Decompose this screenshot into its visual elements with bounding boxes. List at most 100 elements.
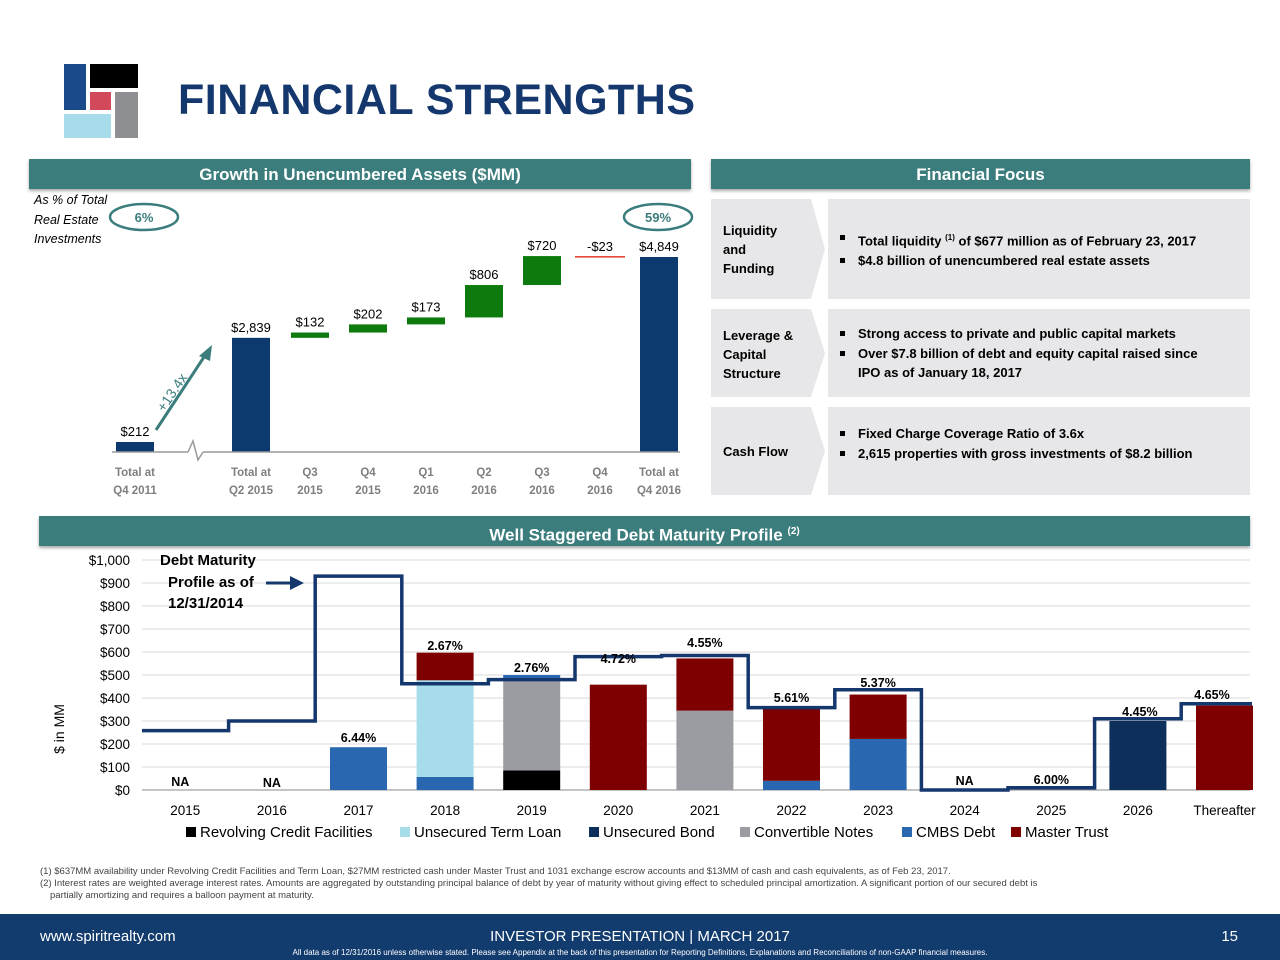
focus-bullet: Fixed Charge Coverage Ratio of 3.6x [840,424,1192,444]
focus-bullet-text-cont: of $677 million as of February 23, 2017 [954,233,1197,249]
waterfall-value-label: $720 [528,238,557,253]
waterfall-category-label: Q3 [534,467,549,479]
focus-label-leverage-line-1: Leverage & [723,328,794,343]
x-tick-label: 2024 [950,803,981,818]
annotation-line-1: Debt Maturity [160,552,256,569]
focus-label-leverage-line-3: Structure [723,366,781,381]
rate-label: 6.44% [341,731,376,745]
waterfall-bar [349,324,387,333]
legend-swatch [1011,827,1021,837]
stacked-bar-segment [1196,705,1253,790]
x-tick-label: 2023 [863,803,893,818]
waterfall-category-label: 2016 [413,485,439,497]
x-tick-label: 2020 [603,803,633,818]
focus-arrow-cashflow [811,407,825,495]
rate-label: 2.67% [427,639,462,653]
waterfall-bar-negative [575,256,625,258]
stacked-bar-segment [676,658,734,711]
waterfall-value-label: $212 [121,424,150,439]
y-tick-label: $0 [115,783,130,798]
rate-label: 4.72% [601,652,636,666]
growth-waterfall-chart: $212 $2,839 $132 $202 $173 $806 $720 -$23 $4,849… [33,193,694,497]
legend-swatch [902,827,912,837]
legend-label: Revolving Credit Facilities [200,824,373,841]
footer-website-link[interactable]: www.spiritrealty.com [40,928,176,945]
focus-arrow-liquidity [811,199,825,299]
focus-label-cashflow: Cash Flow [711,407,811,495]
page-title: FINANCIAL STRENGTHS [178,76,696,124]
legend-label: Convertible Notes [754,824,873,841]
focus-label-leverage-line-2: Capital [723,347,767,362]
financial-focus-header: Financial Focus [711,159,1250,189]
waterfall-bar [116,442,154,452]
rate-label: 6.00% [1034,773,1069,787]
waterfall-category-label: Q4 2011 [113,485,157,497]
x-tick-label: 2026 [1123,803,1153,818]
stacked-bar-segment [416,680,474,777]
x-tick-label: 2019 [517,803,547,818]
pct-end-value: 59% [645,210,671,225]
rate-label: 4.55% [687,636,722,650]
growth-multiple-arrow [154,353,208,431]
x-tick-label: 2025 [1036,803,1066,818]
rate-label: 4.45% [1122,705,1157,719]
rate-label: 5.37% [860,676,895,690]
rate-label: NA [263,776,281,790]
pct-end-badge [622,202,694,232]
stacked-bar-segment [849,738,907,790]
x-tick-label: 2016 [257,803,287,818]
stacked-bar-segment [330,747,387,790]
annotation-line-2: Profile as of [168,574,255,591]
focus-body-leverage: Strong access to private and public capi… [828,309,1250,397]
legend-swatch [400,827,410,837]
focus-bullet: $4.8 billion of unencumbered real estate… [840,251,1196,271]
legend-label: Unsecured Term Loan [414,824,561,841]
x-tick-label: 2015 [170,803,200,818]
debt-maturity-header-footnote: (2) [787,526,800,537]
stacked-bar-segment [503,675,561,678]
waterfall-value-label: $2,839 [231,320,271,335]
axis-break-marker [187,438,204,462]
rate-label: 5.61% [774,691,809,705]
waterfall-category-label: Q3 [302,467,317,479]
waterfall-category-label: Q4 [592,467,608,479]
waterfall-category-label: 2015 [297,485,323,497]
waterfall-value-label: $132 [296,315,325,330]
focus-label-liquidity-line-3: Funding [723,261,775,276]
y-tick-label: $200 [100,737,130,752]
debt-maturity-header-title: Well Staggered Debt Maturity Profile [489,525,783,545]
legend-swatch [740,827,750,837]
focus-bullet-continued: IPO as of January 18, 2017 [858,365,1023,380]
footer-disclaimer: All data as of 12/31/2016 unless otherwi… [292,948,988,957]
y-tick-label: $800 [100,599,130,614]
waterfall-bar [232,337,270,452]
growth-section-header: Growth in Unencumbered Assets ($MM) [29,159,691,189]
focus-label-leverage: Leverage & Capital Structure [711,309,811,397]
focus-bullet: Total liquidity (1) of $677 million as o… [840,228,1196,251]
focus-body-cashflow: Fixed Charge Coverage Ratio of 3.6x 2,61… [828,407,1250,495]
focus-label-cashflow-line-1: Cash Flow [723,444,789,459]
waterfall-category-label: Q2 2015 [229,485,274,497]
y-tick-label: $100 [100,760,130,775]
rate-label: NA [956,774,974,788]
annotation-arrowhead [290,576,304,590]
growth-multiple-arrowhead [199,345,212,361]
focus-body-liquidity: Total liquidity (1) of $677 million as o… [828,199,1250,299]
stacked-bar-segment [589,684,647,790]
waterfall-bar [407,317,445,325]
y-axis-label: $ in MM [51,704,67,754]
pct-label-line-2: Real Estate [34,213,99,227]
x-tick-label: 2021 [690,803,720,818]
waterfall-category-label: Q4 2016 [637,485,681,497]
rate-label: 4.65% [1194,688,1229,702]
focus-bullet-footnote: (1) [945,233,955,242]
pct-label-line-3: Investments [34,232,101,246]
stacked-bar-segment [676,710,734,790]
stacked-bar-segment [763,707,820,781]
waterfall-category-label: Total at [639,467,679,479]
legend-label: Master Trust [1025,824,1109,841]
stacked-bar-segment [503,770,561,790]
footer-page-number: 15 [1221,928,1238,945]
waterfall-value-label: $202 [354,306,383,321]
waterfall-bar [640,257,678,452]
